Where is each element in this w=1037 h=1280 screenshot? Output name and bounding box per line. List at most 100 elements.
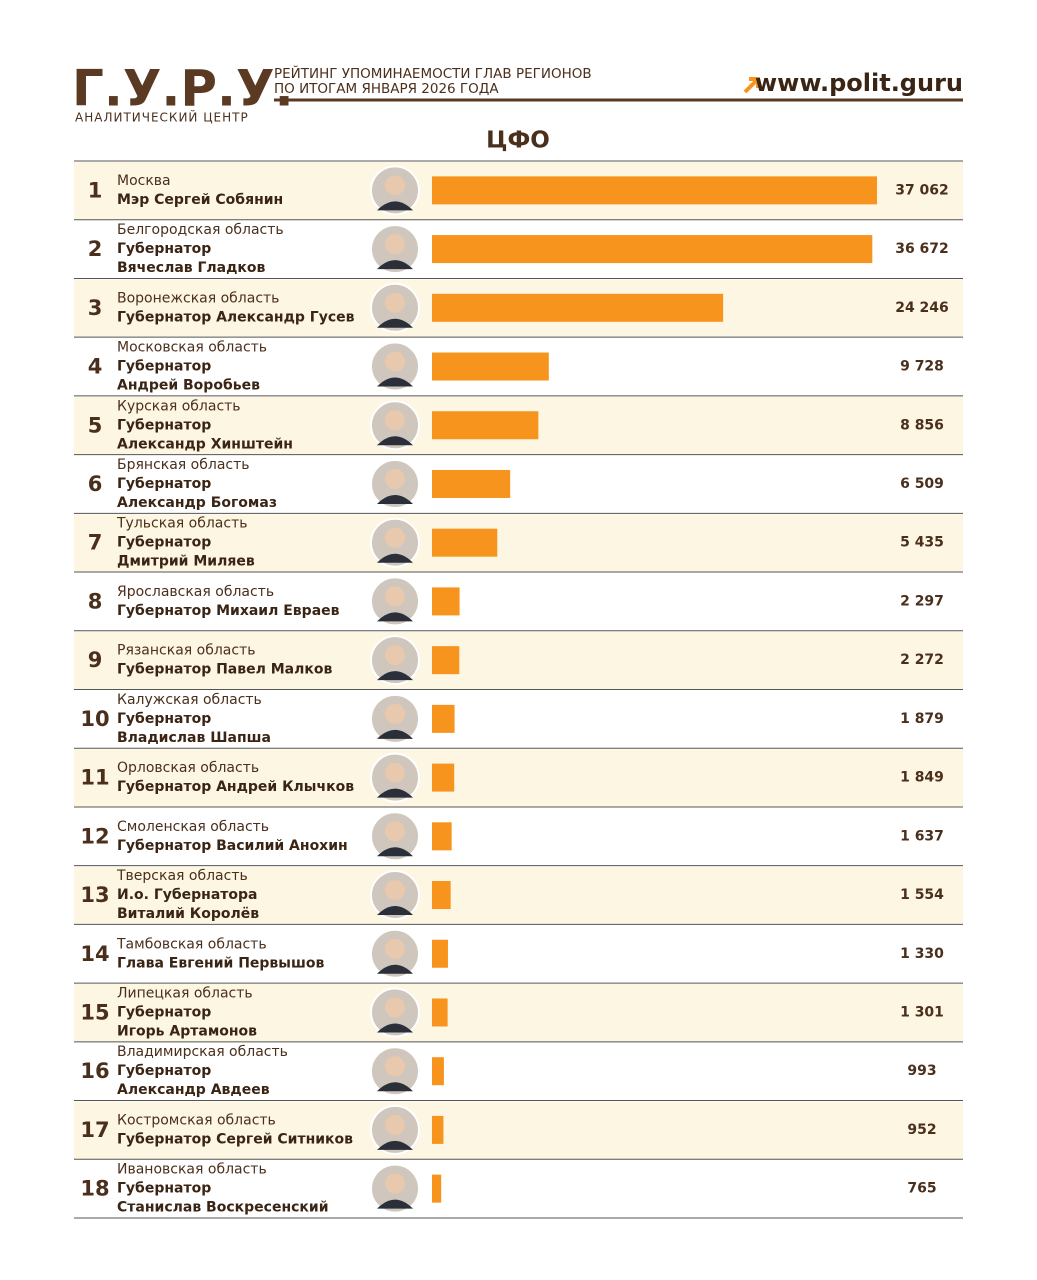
rank: 18 (80, 1177, 109, 1201)
region: Московская область (117, 340, 267, 356)
official: Губернатор Александр Гусев (117, 309, 355, 325)
rank: 9 (88, 648, 103, 672)
value-label: 9 728 (900, 359, 944, 375)
rank: 5 (88, 413, 103, 437)
logo: Г.У.Р.У. (72, 60, 294, 118)
portrait-body (377, 553, 413, 563)
region: Москва (117, 173, 171, 189)
rank: 12 (80, 824, 109, 848)
official: Александр Авдеев (117, 1082, 270, 1098)
official: Глава Евгений Первышов (117, 955, 324, 971)
portrait-body (377, 1199, 413, 1209)
portrait-body (377, 847, 413, 857)
official: Губернатор (117, 359, 211, 375)
url-icon (743, 77, 760, 94)
rank: 13 (80, 883, 109, 907)
region: Тульская область (116, 516, 247, 532)
region: Орловская область (117, 760, 259, 776)
official: Владислав Шапша (117, 730, 271, 746)
official: Губернатор Андрей Клычков (117, 779, 354, 795)
value-label: 765 (907, 1181, 936, 1197)
portrait-body (377, 1082, 413, 1092)
rank: 16 (80, 1059, 109, 1083)
portrait-head (385, 762, 405, 783)
bar (432, 763, 455, 792)
portrait-body (377, 964, 413, 974)
bar (432, 1174, 442, 1203)
bar (432, 235, 873, 264)
value-label: 1 554 (900, 887, 944, 903)
value-label: 1 879 (900, 711, 944, 727)
rank: 14 (80, 942, 109, 966)
region: Курская область (117, 398, 241, 414)
row-background (74, 1101, 963, 1160)
portrait-head (385, 410, 405, 431)
url: www.polit.guru (755, 69, 963, 97)
value-label: 952 (907, 1122, 936, 1138)
bar (432, 939, 448, 968)
value-label: 5 435 (900, 535, 944, 551)
chart-title: ЦФО (486, 128, 550, 154)
heading-line: ПО ИТОГАМ ЯНВАРЯ 2026 ГОДА (274, 81, 499, 97)
official: Губернатор (117, 417, 211, 433)
row-background (74, 984, 963, 1042)
logo-subtitle: АНАЛИТИЧЕСКИЙ ЦЕНТР (75, 110, 249, 125)
portrait-head (385, 1056, 405, 1077)
bar (432, 469, 511, 498)
value-label: 1 637 (900, 828, 944, 844)
portrait-body (377, 377, 413, 387)
value-label: 6 509 (900, 476, 944, 492)
rank: 11 (80, 766, 109, 790)
bar (432, 704, 455, 733)
official: Андрей Воробьев (117, 378, 260, 394)
official: Губернатор Михаил Евраев (117, 603, 340, 619)
region: Калужская область (117, 692, 262, 708)
portrait-head (385, 234, 405, 255)
official: Вячеслав Гладков (117, 260, 266, 276)
value-label: 8 856 (900, 417, 944, 433)
portrait-body (377, 1023, 413, 1033)
portrait-head (385, 586, 405, 607)
bar (432, 293, 724, 322)
region: Ивановская область (117, 1162, 267, 1178)
bar (432, 998, 448, 1027)
portrait-body (377, 260, 413, 270)
portrait-head (385, 292, 405, 313)
bar (432, 822, 452, 851)
value-label: 1 849 (900, 770, 944, 786)
value-label: 1 301 (900, 1004, 944, 1020)
bar (432, 1115, 444, 1144)
official: Виталий Королёв (117, 906, 259, 922)
bar (432, 411, 539, 440)
official: Губернатор Василий Анохин (117, 838, 348, 854)
official: Губернатор Павел Малков (117, 662, 332, 678)
bar (432, 176, 877, 205)
portrait-head (385, 703, 405, 724)
official: Губернатор (117, 241, 211, 257)
portrait-head (385, 1173, 405, 1194)
region: Владимирская область (117, 1044, 288, 1060)
bar (432, 646, 460, 675)
portrait-body (377, 906, 413, 916)
region: Брянская область (117, 457, 250, 473)
portrait-head (385, 821, 405, 842)
portrait-head (385, 997, 405, 1018)
portrait-head (385, 645, 405, 666)
official: И.о. Губернатора (117, 887, 258, 903)
heading-line: РЕЙТИНГ УПОМИНАЕМОСТИ ГЛАВ РЕГИОНОВ (274, 64, 592, 82)
rank: 8 (88, 589, 103, 613)
row-background (74, 514, 963, 573)
official: Дмитрий Миляев (117, 554, 255, 570)
official: Губернатор (117, 476, 211, 492)
bar (432, 1057, 444, 1086)
portrait-head (385, 1114, 405, 1135)
portrait-head (385, 880, 405, 901)
value-label: 2 272 (900, 652, 944, 668)
portrait-body (377, 201, 413, 211)
value-label: 1 330 (900, 946, 944, 962)
portrait-body (377, 729, 413, 739)
value-label: 37 062 (895, 182, 949, 198)
portrait-head (385, 175, 405, 196)
bar (432, 587, 460, 616)
official: Губернатор (117, 535, 211, 551)
